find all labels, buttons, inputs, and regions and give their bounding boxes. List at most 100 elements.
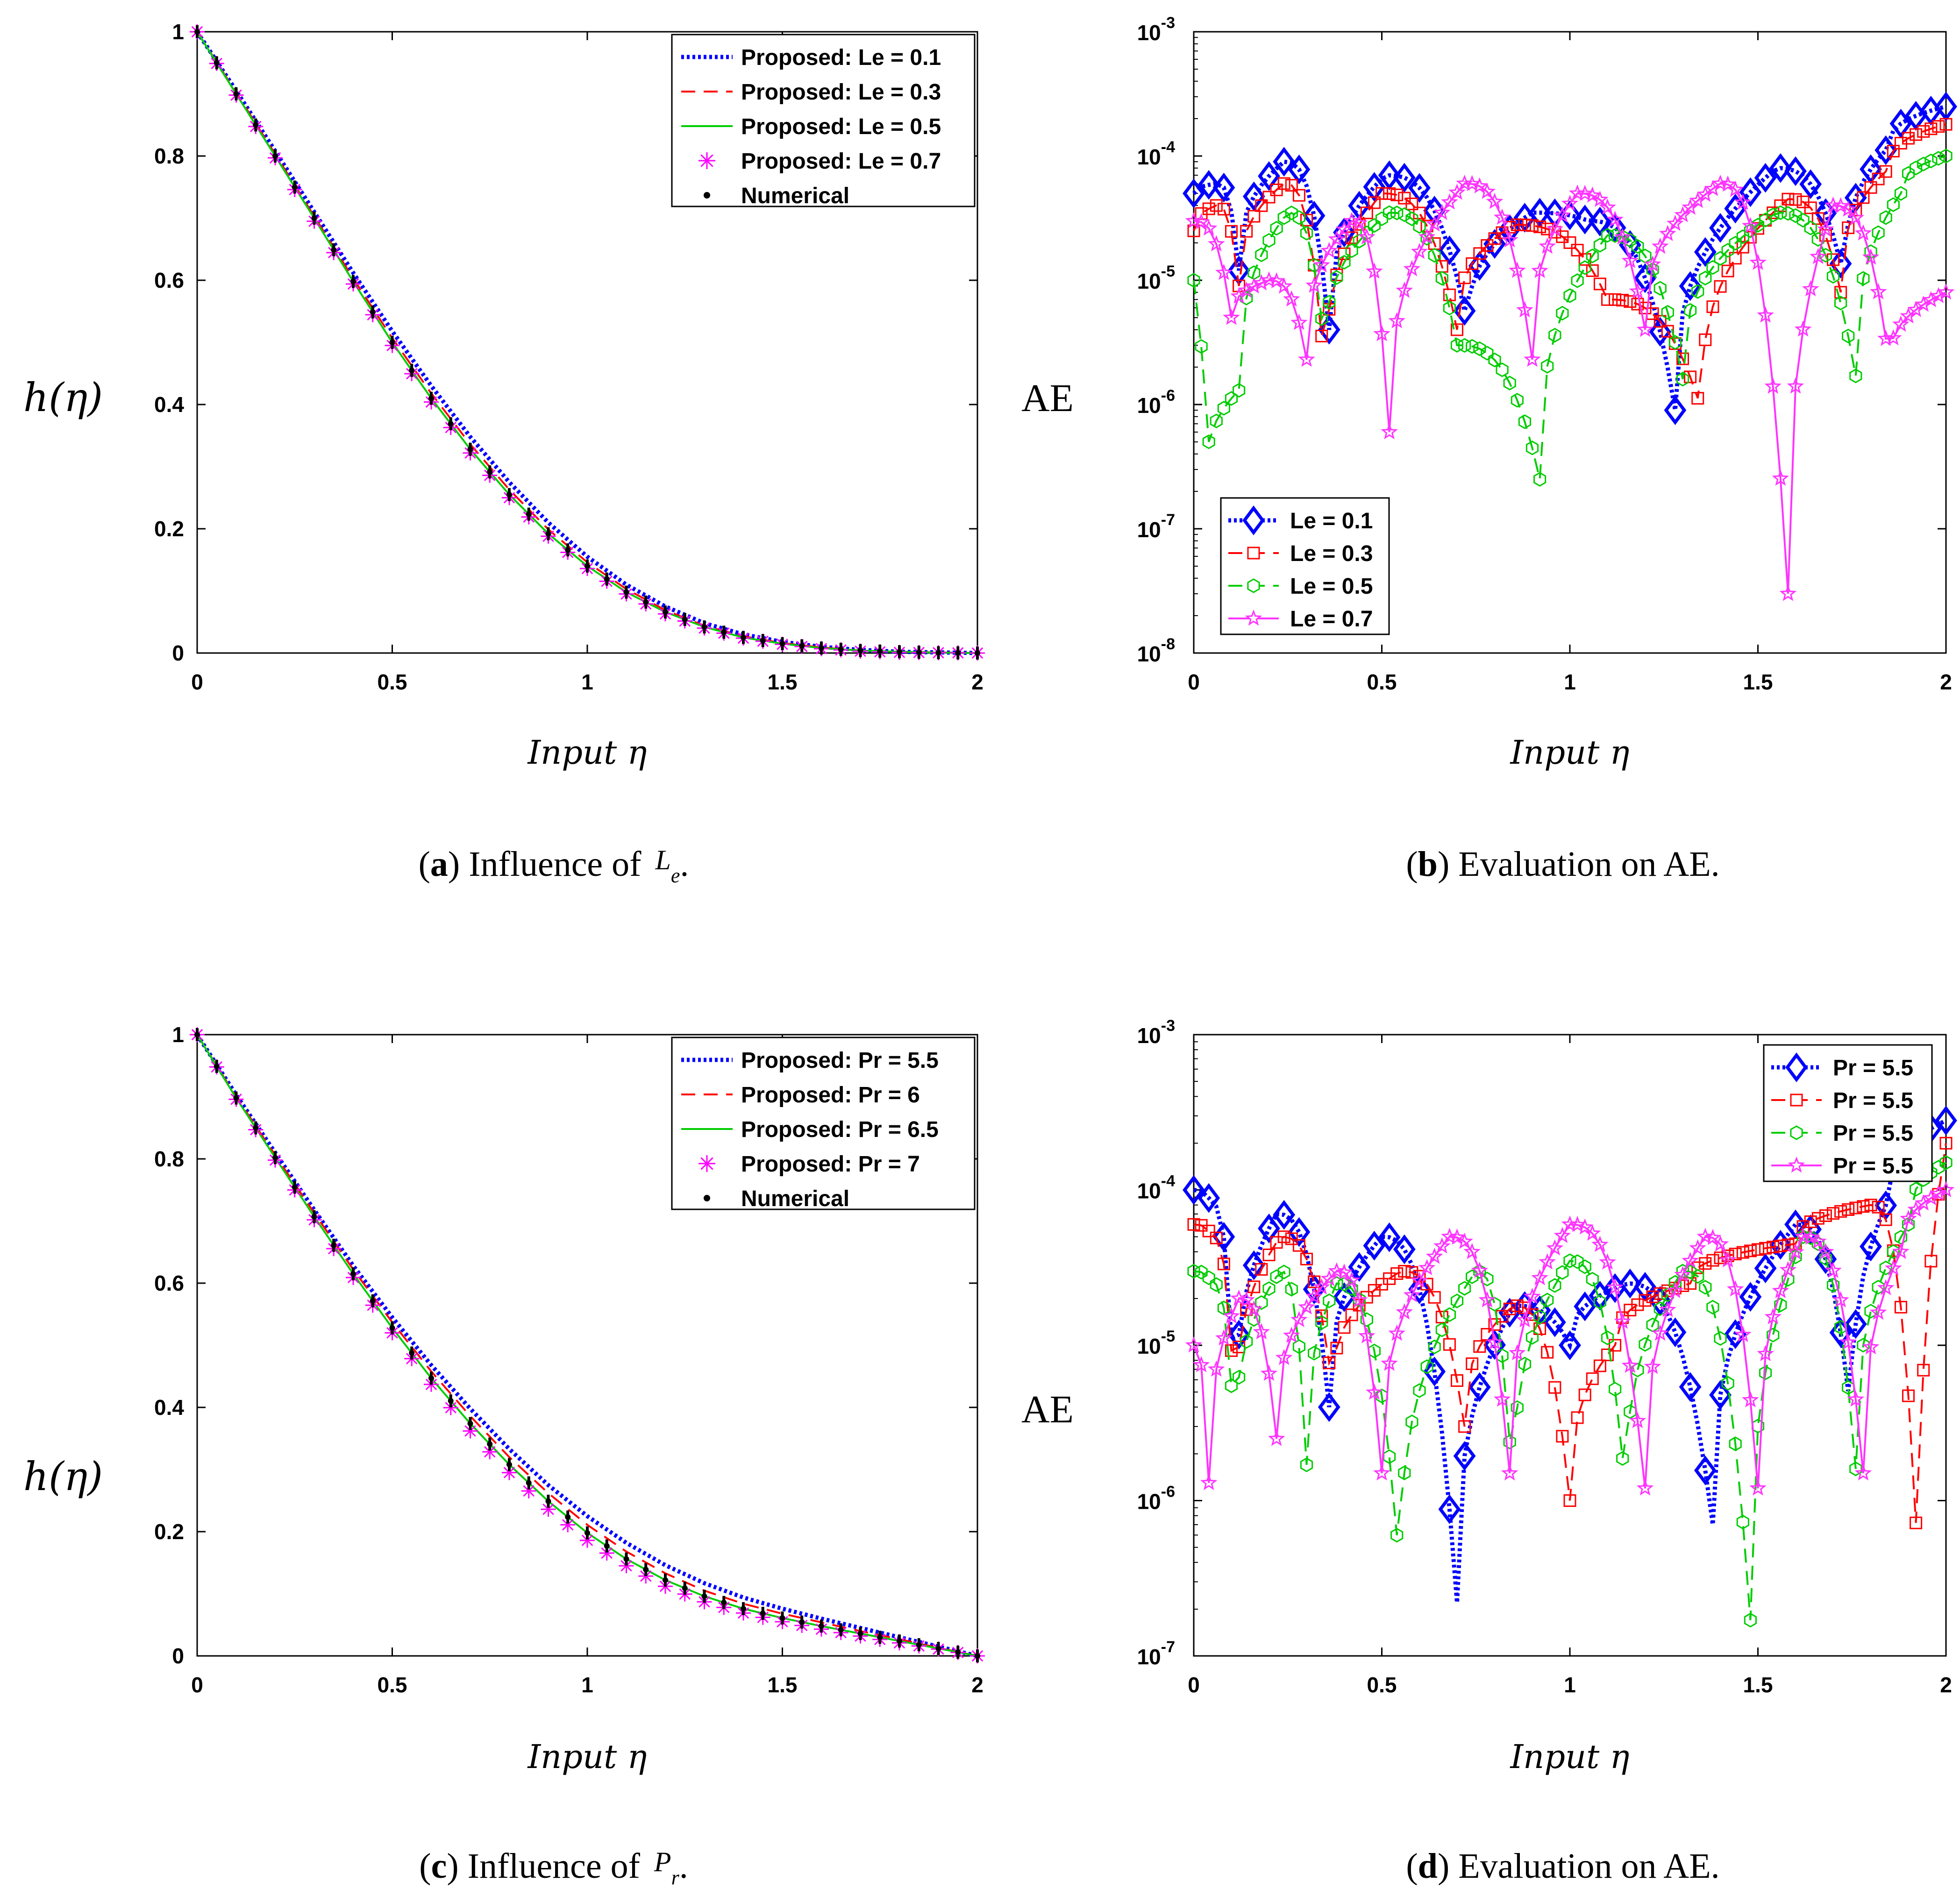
- legend-label: Le = 0.7: [1290, 607, 1373, 632]
- data-point: [1651, 1324, 1669, 1341]
- data-point: [1533, 1309, 1547, 1325]
- data-point: [1811, 212, 1825, 225]
- data-point: [443, 1400, 458, 1415]
- data-point: [1443, 288, 1456, 301]
- data-point: [1496, 362, 1509, 377]
- y-tick-label: 0.6: [154, 268, 184, 292]
- data-point: [1884, 329, 1902, 346]
- series-1: [196, 1034, 978, 1657]
- data-point: [1366, 1383, 1383, 1400]
- y-tick-label: 0.4: [154, 1395, 184, 1420]
- data-point: [1531, 1269, 1548, 1285]
- data-point: [1262, 1281, 1276, 1296]
- data-point: [1616, 1451, 1629, 1466]
- data-point: [1420, 220, 1433, 233]
- caption-paren: (: [1406, 1846, 1418, 1886]
- legend-marker: [1245, 609, 1262, 626]
- data-point: [1435, 260, 1448, 273]
- data-point: [1428, 237, 1441, 250]
- data-point: [1525, 1330, 1539, 1345]
- data-point: [1202, 1270, 1215, 1285]
- data-point: [1217, 203, 1230, 216]
- data-point: [1684, 1264, 1697, 1279]
- data-point: [1210, 1231, 1223, 1244]
- data-point: [1571, 273, 1584, 288]
- data-point: [1796, 195, 1810, 208]
- data-point: [1847, 1390, 1865, 1407]
- data-point: [1726, 180, 1744, 197]
- data-point: [1253, 1323, 1270, 1340]
- data-point: [1277, 210, 1290, 225]
- series-3: [1185, 174, 1955, 601]
- data-point: [1255, 247, 1268, 263]
- data-point: [1518, 1356, 1531, 1371]
- data-point: [1541, 1292, 1554, 1307]
- data-point: [1616, 229, 1629, 244]
- data-point: [1273, 1200, 1296, 1230]
- data-point: [1242, 1250, 1265, 1280]
- x-axis-label: Input η: [1510, 733, 1630, 772]
- caption-paren: ): [447, 1846, 467, 1886]
- data-point: [1614, 1313, 1632, 1329]
- y-tick-base: 10: [1137, 21, 1161, 45]
- data-point: [1631, 239, 1644, 254]
- data-point: [1691, 392, 1704, 405]
- data-point: [1195, 1219, 1208, 1232]
- series-line: [1193, 182, 1946, 594]
- data-point: [1398, 1465, 1411, 1481]
- data-point: [1789, 1249, 1802, 1264]
- data-point: [1817, 220, 1834, 237]
- data-point: [1860, 1231, 1882, 1262]
- y-tick-label: 10-5: [1137, 1328, 1175, 1358]
- y-tick-label: 10-8: [1137, 635, 1175, 666]
- data-point: [1323, 295, 1336, 310]
- data-point: [1586, 249, 1599, 263]
- data-point: [1277, 1230, 1290, 1243]
- data-point: [1381, 1355, 1398, 1371]
- caption-paren: ): [1438, 845, 1458, 884]
- data-point: [1857, 1338, 1870, 1353]
- panel-c: 0 0.5 1 1.5 2 0 0.2 0.4 0.6 0.8 1 Proposed: Pr = 5.…: [23, 1023, 985, 1776]
- data-point: [1654, 281, 1667, 296]
- data-point: [1767, 1328, 1780, 1342]
- caption-text: Evaluation on AE.: [1458, 1846, 1719, 1886]
- data-point: [1258, 161, 1280, 191]
- series-0: [195, 1033, 978, 1658]
- data-point: [1288, 154, 1311, 185]
- data-point: [1917, 156, 1930, 171]
- data-point: [1398, 192, 1411, 205]
- data-point: [1706, 1300, 1719, 1315]
- data-point: [1609, 1339, 1622, 1352]
- data-point: [1277, 1264, 1290, 1279]
- data-point: [1556, 230, 1569, 243]
- data-point: [1208, 235, 1225, 252]
- caption-subscript: e: [671, 864, 680, 887]
- data-point: [1825, 1262, 1842, 1278]
- data-point: [1915, 295, 1932, 312]
- data-point: [1599, 199, 1616, 215]
- data-point: [1864, 1304, 1877, 1319]
- data-point: [1892, 315, 1910, 332]
- y-tick-base: 10: [1137, 1179, 1161, 1203]
- data-point: [1862, 248, 1880, 265]
- data-point: [1624, 295, 1637, 308]
- data-point: [1872, 225, 1885, 240]
- caption-c: (c) Influence of Pr.: [419, 1846, 688, 1889]
- data-point: [1308, 1275, 1321, 1288]
- y-tick-label: 0.8: [154, 1147, 184, 1171]
- y-tick-label: 0.2: [154, 517, 184, 541]
- data-point: [1290, 1311, 1308, 1328]
- data-point: [1207, 1360, 1225, 1377]
- data-point: [1849, 368, 1862, 383]
- data-point: [1586, 1372, 1599, 1385]
- caption-text: Influence of: [469, 845, 641, 884]
- series-4: [194, 1028, 980, 1662]
- data-point: [1197, 1183, 1220, 1213]
- legend-label: Le = 0.3: [1290, 541, 1373, 566]
- data-point: [1323, 303, 1336, 316]
- caption-paren: ): [448, 845, 469, 884]
- data-point: [1298, 1298, 1315, 1315]
- data-point: [1223, 1307, 1240, 1324]
- data-point: [1305, 277, 1323, 293]
- data-point: [1305, 1287, 1323, 1304]
